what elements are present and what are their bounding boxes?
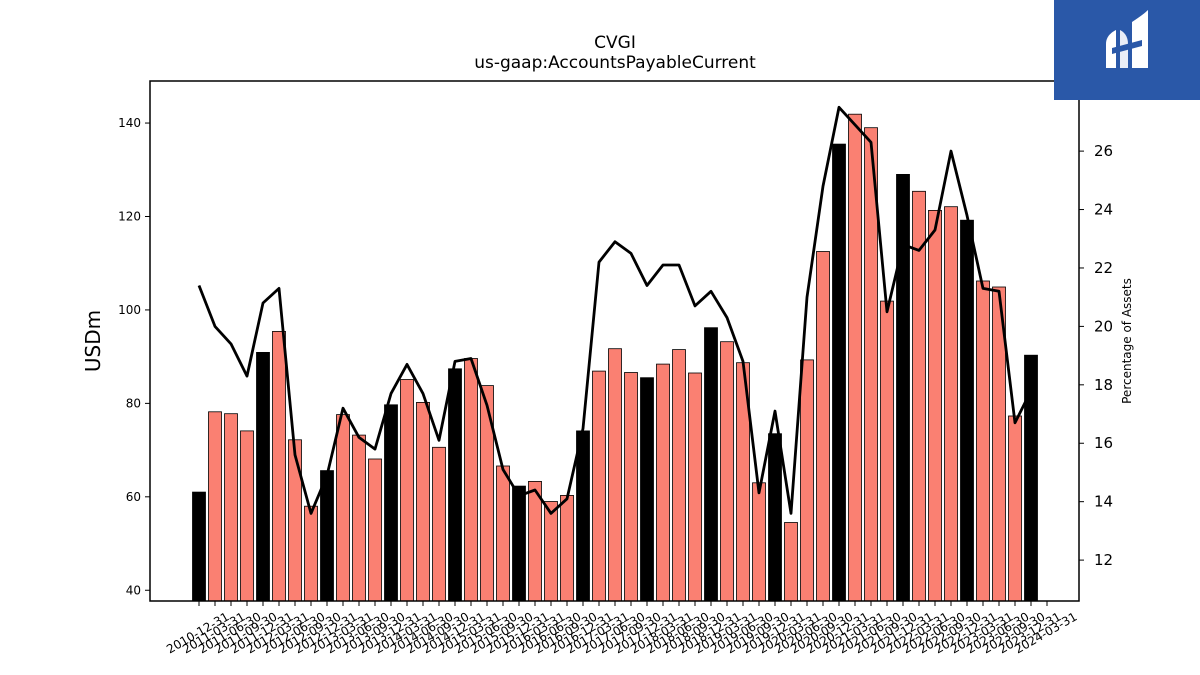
bar — [641, 378, 654, 601]
chart: CVGI us-gaap:AccountsPayableCurrent USDm… — [0, 0, 1200, 675]
y2-tick-label: 22 — [1094, 259, 1113, 277]
bar — [593, 371, 606, 601]
y-tick-label: 100 — [118, 303, 141, 317]
bar — [977, 281, 990, 601]
bar — [209, 412, 222, 601]
y2-axis-label: Percentage of Assets — [1120, 278, 1134, 404]
bar — [929, 210, 942, 601]
bar — [401, 380, 414, 602]
bar — [769, 434, 782, 601]
bar — [321, 471, 334, 601]
midgard-finance-logo — [1054, 0, 1200, 100]
bar — [817, 252, 830, 602]
y-tick-label: 60 — [126, 490, 141, 504]
y-axis-label: USDm — [81, 310, 105, 372]
y-tick-label: 40 — [126, 583, 141, 597]
bar — [337, 415, 350, 601]
y-tick-label: 80 — [126, 396, 141, 410]
bar — [609, 349, 622, 601]
bar — [849, 114, 862, 601]
bar — [289, 440, 302, 601]
bar — [897, 174, 910, 601]
bar — [689, 373, 702, 601]
chart-title: CVGI — [594, 33, 636, 53]
bar — [881, 301, 894, 601]
bar — [465, 359, 478, 602]
bar — [1009, 416, 1022, 601]
bar — [545, 502, 558, 602]
bar — [513, 486, 526, 601]
bar — [753, 483, 766, 601]
bar — [913, 191, 926, 601]
bar — [273, 331, 286, 601]
bar — [561, 495, 574, 601]
y-tick-label: 140 — [118, 116, 141, 130]
y2-tick-label: 12 — [1094, 551, 1113, 569]
bar — [353, 435, 366, 601]
y2-tick-label: 24 — [1094, 201, 1113, 219]
y2-tick-label: 14 — [1094, 493, 1113, 511]
bar — [801, 360, 814, 601]
bars-group — [193, 114, 1038, 601]
bar — [257, 352, 270, 601]
bar — [449, 369, 462, 601]
bar — [945, 207, 958, 601]
y2-tick-label: 26 — [1094, 142, 1113, 160]
y2-tick-label: 20 — [1094, 317, 1113, 335]
bar — [673, 350, 686, 601]
bar — [225, 414, 238, 601]
bar — [369, 459, 382, 601]
bar — [721, 342, 734, 601]
bar — [193, 492, 206, 601]
bar — [705, 328, 718, 601]
bar — [625, 373, 638, 602]
bar — [497, 466, 510, 601]
bar — [241, 431, 254, 601]
bar — [529, 481, 542, 601]
bar — [577, 431, 590, 601]
bar — [433, 447, 446, 601]
y2-tick-label: 16 — [1094, 434, 1113, 452]
bar — [657, 364, 670, 601]
bar — [961, 220, 974, 601]
bar — [385, 405, 398, 601]
bar — [833, 144, 846, 601]
bar — [785, 523, 798, 602]
bar — [417, 402, 430, 601]
y-tick-label: 120 — [118, 209, 141, 223]
y2-tick-label: 18 — [1094, 376, 1113, 394]
chart-subtitle: us-gaap:AccountsPayableCurrent — [474, 53, 756, 73]
bar — [305, 506, 318, 601]
